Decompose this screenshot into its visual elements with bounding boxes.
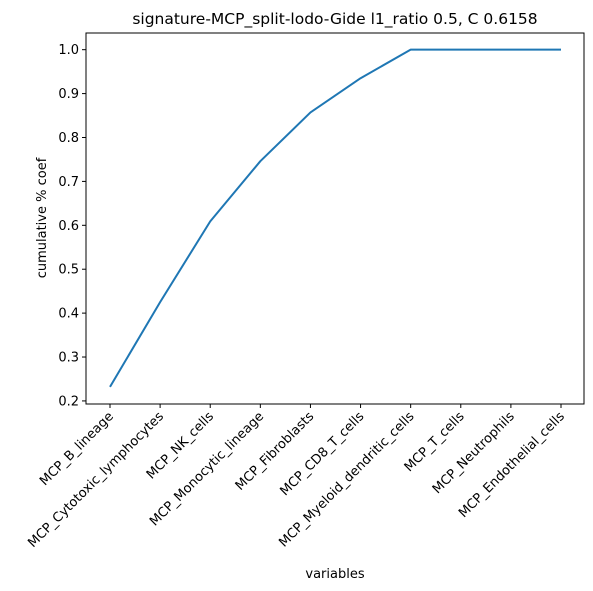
chart-title: signature-MCP_split-lodo-Gide l1_ratio 0… <box>132 10 537 29</box>
y-axis-label: cumulative % coef <box>35 157 50 278</box>
series-line <box>109 48 561 388</box>
y-tick-label: 0.7 <box>58 175 79 190</box>
y-tick-label: 0.3 <box>58 351 79 366</box>
y-tick-label: 0.8 <box>58 131 79 146</box>
y-tick-label: 0.6 <box>58 219 79 234</box>
x-axis-label: variables <box>305 567 364 582</box>
y-tick-label: 0.5 <box>58 263 79 278</box>
y-tick-label: 0.2 <box>58 394 79 409</box>
x-tick-label: MCP_Endothelial_cells <box>456 409 568 521</box>
y-tick-label: 0.4 <box>58 307 79 322</box>
plot-area: 0.20.30.40.50.60.70.80.91.0MCP_B_lineage… <box>25 32 585 551</box>
axes-frame <box>85 32 585 405</box>
x-tick-label: MCP_CD8_T_cells <box>278 409 368 499</box>
y-tick-label: 1.0 <box>58 43 79 58</box>
y-tick-label: 0.9 <box>58 87 79 102</box>
